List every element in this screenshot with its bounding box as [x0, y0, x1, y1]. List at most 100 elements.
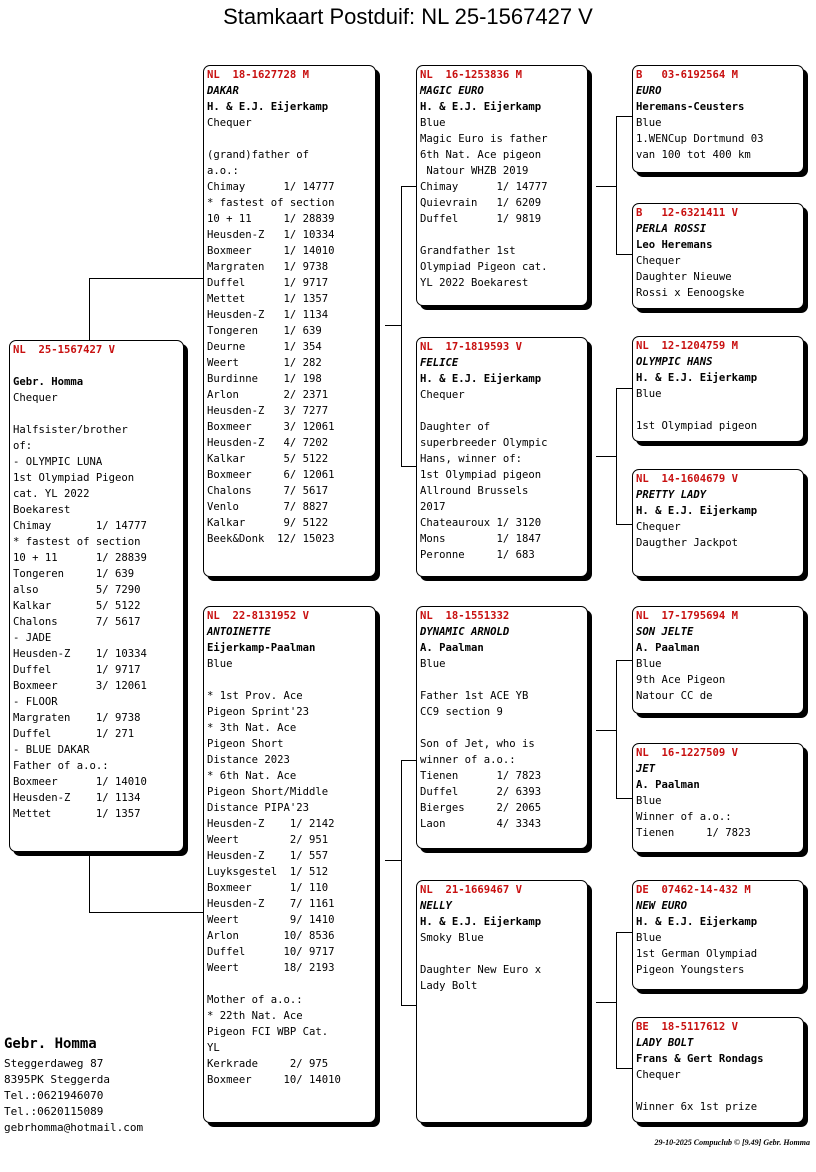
owner-name: Frans & Gert Rondags	[636, 1053, 764, 1065]
info-line: Father of a.o.:	[13, 760, 109, 772]
connector-line	[401, 186, 402, 466]
pigeon-color: Blue	[636, 795, 662, 807]
ring-number: NL 18-1627728 M	[207, 69, 310, 81]
owner-name: Heremans-Ceusters	[636, 101, 745, 113]
info-line: Boxmeer 1/ 14010	[13, 776, 147, 788]
info-line: Boxmeer 1/ 14010	[207, 245, 335, 257]
pigeon-card-mmf[interactable]: DE 07462-14-432 M NEW EURO H. & E.J. Eijer…	[632, 880, 804, 990]
connector-line	[616, 116, 617, 254]
info-line: Kerkrade 2/ 975	[207, 1058, 329, 1070]
pigeon-card-ffm[interactable]: B 12-6321411 V PERLA ROSSI Leo Heremans Che…	[632, 203, 804, 309]
info-line: Kalkar 5/ 5122	[13, 600, 141, 612]
pigeon-name: NELLY	[420, 900, 452, 912]
info-line: Pigeon Short/Middle	[207, 786, 329, 798]
info-line: - FLOOR	[13, 696, 58, 708]
info-line: Boekarest	[13, 504, 71, 516]
info-line: * fastest of section	[207, 197, 335, 209]
connector-line	[616, 388, 617, 524]
pigeon-name: SON JELTE	[636, 626, 694, 638]
info-line: Chimay 1/ 14777	[13, 520, 147, 532]
info-line: Boxmeer 3/ 12061	[207, 421, 335, 433]
info-line: Lady Bolt	[420, 980, 478, 992]
pigeon-card-mmm[interactable]: BE 18-5117612 V LADY BOLT Frans & Gert Ron…	[632, 1017, 804, 1123]
info-line: Hans, winner of:	[420, 453, 523, 465]
info-line: Pigeon FCI WBP Cat.	[207, 1026, 329, 1038]
pigeon-name: DAKAR	[207, 85, 239, 97]
info-line: Kalkar 5/ 5122	[207, 453, 329, 465]
ring-number: NL 16-1253836 M	[420, 69, 523, 81]
pigeon-card-fff[interactable]: B 03-6192564 M EURO Heremans-Ceusters Blue 1…	[632, 65, 804, 173]
pigeon-color: Blue	[207, 658, 233, 670]
pigeon-card-mff[interactable]: NL 17-1795694 M SON JELTE A. Paalman Blue 9t…	[632, 606, 804, 714]
info-line: Heusden-Z 1/ 1134	[13, 792, 141, 804]
pigeon-card-mfm[interactable]: NL 16-1227509 V JET A. Paalman Blue Winner o…	[632, 743, 804, 853]
owner-name: Leo Heremans	[636, 239, 713, 251]
info-line: Heusden-Z 1/ 10334	[13, 648, 147, 660]
connector-line	[616, 388, 632, 389]
info-line: van 100 tot 400 km	[636, 149, 751, 161]
owner-name: A. Paalman	[636, 779, 700, 791]
ring-number: NL 22-8131952 V	[207, 610, 310, 622]
pigeon-card-mother-father[interactable]: NL 18-1551332 DYNAMIC ARNOLD A. Paalman Blu…	[416, 606, 588, 849]
info-line: 1st Olympiad pigeon	[420, 469, 542, 481]
info-line: Winner of a.o.:	[636, 811, 732, 823]
info-line: Heusden-Z 1/ 1134	[207, 309, 329, 321]
pigeon-card-father-father[interactable]: NL 16-1253836 M MAGIC EURO H. & E.J. Eijer…	[416, 65, 588, 306]
info-line: YL 2022 Boekarest	[420, 277, 529, 289]
pigeon-card-fmf[interactable]: NL 12-1204759 M OLYMPIC HANS H. & E.J. Eij…	[632, 336, 804, 442]
pigeon-color: Chequer	[13, 392, 58, 404]
ring-number: DE 07462-14-432 M	[636, 884, 751, 896]
owner-name: A. Paalman	[636, 642, 700, 654]
footer-credit: 29-10-2025 Compuclub © [9.49] Gebr. Homm…	[654, 1138, 810, 1147]
connector-line	[89, 912, 204, 913]
ring-number: NL 14-1604679 V	[636, 473, 739, 485]
info-line: Mother of a.o.:	[207, 994, 303, 1006]
info-line	[420, 720, 584, 736]
pigeon-card-fmm[interactable]: NL 14-1604679 V PRETTY LADY H. & E.J. Eije…	[632, 469, 804, 577]
pigeon-name: DYNAMIC ARNOLD	[420, 626, 510, 638]
info-line: Son of Jet, who is	[420, 738, 535, 750]
info-line: 10 + 11 1/ 28839	[207, 213, 335, 225]
info-line: Arlon 2/ 2371	[207, 389, 329, 401]
page-title: Stamkaart Postduif: NL 25-1567427 V	[223, 4, 593, 29]
info-line	[420, 403, 584, 419]
info-line: Tienen 1/ 7823	[636, 827, 751, 839]
pigeon-card-father-mother[interactable]: NL 17-1819593 V FELICE H. & E.J. Eijerkamp…	[416, 337, 588, 577]
info-line	[420, 946, 584, 962]
info-line: Halfsister/brother	[13, 424, 128, 436]
pigeon-card-subject[interactable]: NL 25-1567427 V Gebr. Homma Chequer Halfsis…	[9, 340, 184, 852]
pigeon-card-mother[interactable]: NL 22-8131952 V ANTOINETTE Eijerkamp-Paalm…	[203, 606, 376, 1123]
info-line: Chalons 7/ 5617	[13, 616, 141, 628]
pigeon-name: OLYMPIC HANS	[636, 356, 713, 368]
info-line: Weert 1/ 282	[207, 357, 322, 369]
breeder-email[interactable]: gebrhomma@hotmail.com	[4, 1121, 144, 1134]
breeder-phone-2: Tel.:0620115089	[4, 1105, 104, 1118]
info-line: Chimay 1/ 14777	[420, 181, 548, 193]
pigeon-color: Chequer	[420, 389, 465, 401]
owner-name: A. Paalman	[420, 642, 484, 654]
info-line: Kalkar 9/ 5122	[207, 517, 329, 529]
connector-line	[89, 278, 90, 340]
pigeon-card-father[interactable]: NL 18-1627728 M DAKAR H. & E.J. Eijerkamp C…	[203, 65, 376, 577]
info-line: Deurne 1/ 354	[207, 341, 322, 353]
info-line: Natour CC de	[636, 690, 713, 702]
pigeon-name: MAGIC EURO	[420, 85, 484, 97]
info-line: Distance 2023	[207, 754, 290, 766]
info-line: Duffel 2/ 6393	[420, 786, 542, 798]
info-line: Heusden-Z 3/ 7277	[207, 405, 329, 417]
info-line: * 6th Nat. Ace	[207, 770, 297, 782]
connector-line	[616, 932, 617, 1068]
info-line: Chalons 7/ 5617	[207, 485, 329, 497]
pigeon-card-mother-mother[interactable]: NL 21-1669467 V NELLY H. & E.J. Eijerkamp S…	[416, 880, 588, 1123]
blank-line	[13, 358, 180, 374]
owner-name: H. & E.J. Eijerkamp	[420, 373, 542, 385]
info-line	[207, 131, 372, 147]
info-line: winner of a.o.:	[420, 754, 516, 766]
connector-line	[401, 760, 417, 761]
info-line: Duffel 1/ 9717	[13, 664, 141, 676]
info-line: Laon 4/ 3343	[420, 818, 542, 830]
info-line: Chateauroux 1/ 3120	[420, 517, 542, 529]
info-line	[420, 227, 584, 243]
info-line: Pigeon Youngsters	[636, 964, 745, 976]
info-line: Weert 9/ 1410	[207, 914, 335, 926]
